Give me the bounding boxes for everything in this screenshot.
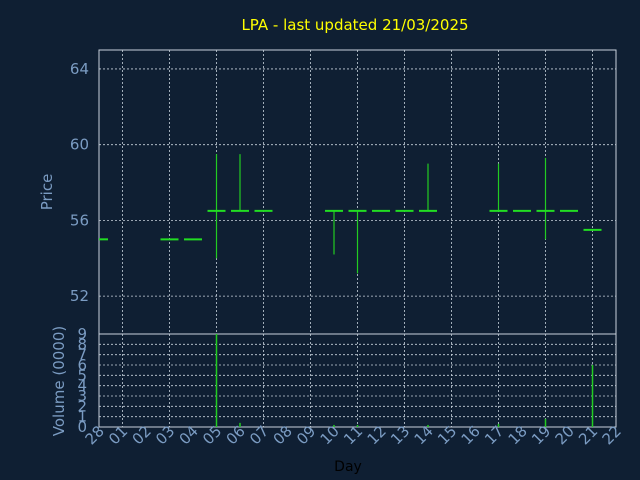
price-axis-label: Price (38, 174, 56, 211)
volume-tick-label: 0 (77, 418, 87, 436)
price-tick-label: 52 (70, 287, 89, 305)
x-axis-ticks: 2801020304050607080910111213141516171819… (82, 422, 625, 448)
volume-tick-label: 7 (77, 346, 87, 364)
price-tick-label: 60 (70, 136, 89, 154)
volume-tick-label: 1 (77, 408, 87, 426)
price-y-ticks: 52 56 60 64 (70, 60, 89, 305)
price-series (99, 154, 602, 274)
volume-tick-label: 2 (77, 397, 87, 415)
volume-tick-label: 8 (77, 335, 87, 353)
volume-tick-label: 9 (77, 325, 87, 343)
volume-tick-label: 5 (77, 366, 87, 384)
price-tick-label: 56 (70, 211, 89, 229)
volume-series (215, 334, 594, 427)
chart-title: LPA - last updated 21/03/2025 (241, 16, 468, 34)
volume-tick-label: 4 (77, 377, 87, 395)
price-tick-label: 64 (70, 60, 89, 78)
x-axis-label: Day (334, 459, 362, 475)
volume-tick-label: 6 (77, 356, 87, 374)
volume-tick-label: 3 (77, 387, 87, 405)
volume-axis-label: Volume (0000) (50, 326, 68, 436)
